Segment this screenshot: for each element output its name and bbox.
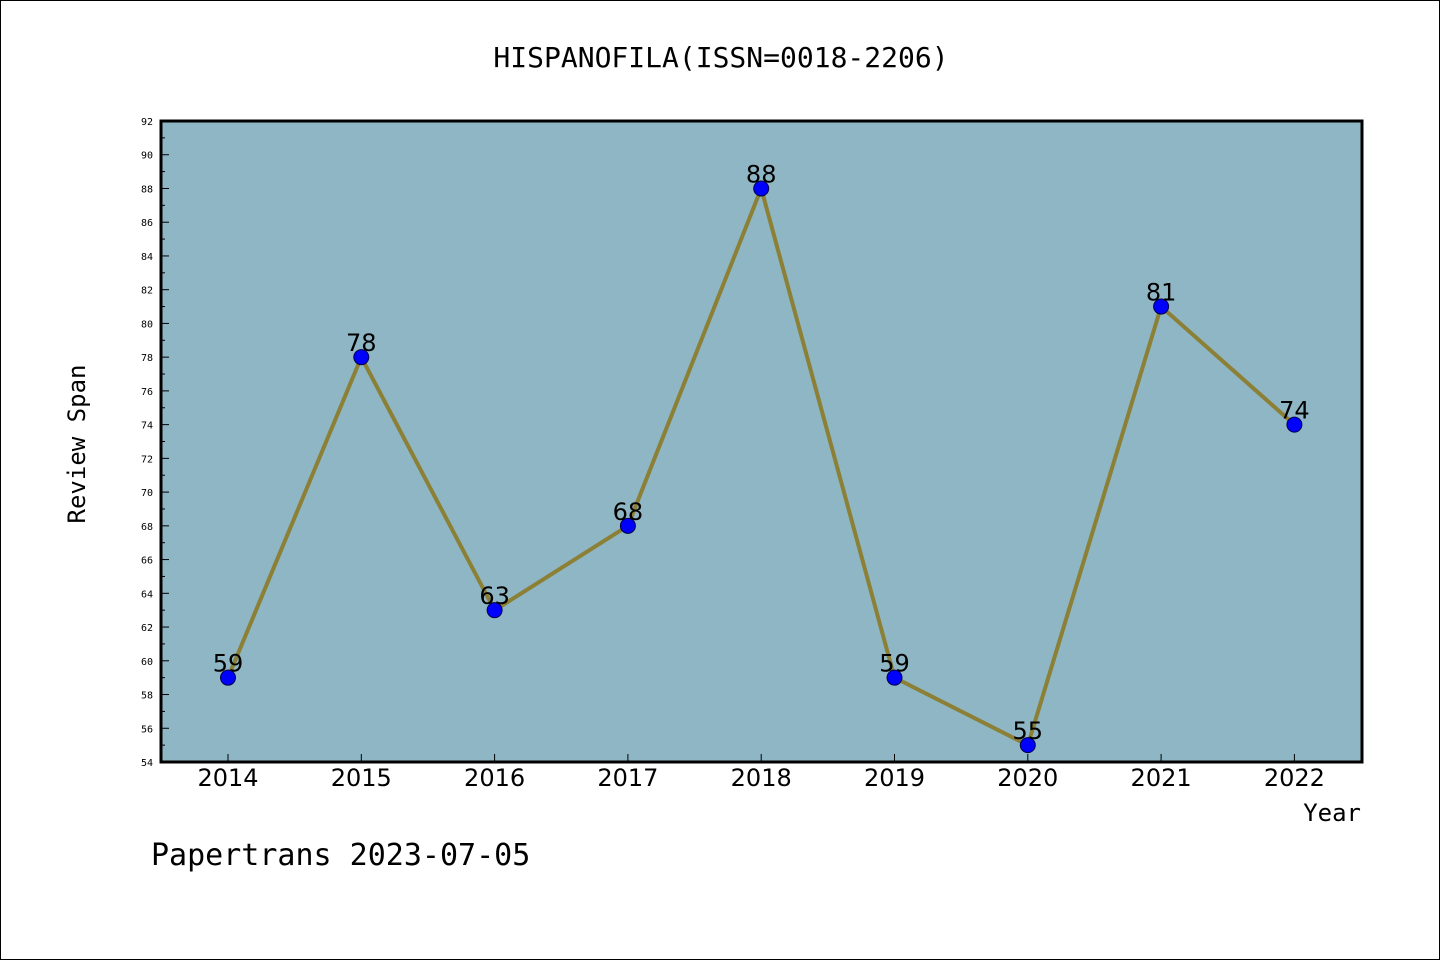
- y-tick-label: 56: [141, 724, 153, 735]
- chart-title: HISPANOFILA(ISSN=0018-2206): [493, 41, 948, 74]
- x-tick-label: 2018: [731, 764, 792, 792]
- y-tick-label: 86: [141, 218, 153, 229]
- x-axis-label: Year: [1303, 799, 1361, 827]
- series-layer: 59 78 63 68 88 59 55 81 74: [213, 160, 1310, 754]
- data-point: [753, 180, 770, 197]
- data-label: 55: [1013, 717, 1044, 745]
- x-tick-label: 2014: [197, 764, 258, 792]
- y-tick-label: 54: [141, 758, 153, 769]
- y-tick-label: 66: [141, 556, 153, 567]
- y-tick-label: 82: [141, 286, 153, 297]
- y-tick-label: 58: [141, 691, 153, 702]
- data-point: [1153, 298, 1170, 315]
- data-label: 59: [213, 650, 244, 678]
- data-label: 63: [479, 582, 510, 610]
- data-label: 74: [1279, 397, 1310, 425]
- data-label: 81: [1146, 279, 1177, 307]
- x-axis: 2014 2015 2016 2017 2018 2019 2020 2021 2022: [197, 754, 1325, 792]
- data-point: [220, 669, 236, 686]
- y-tick-label: 92: [141, 117, 153, 128]
- data-label: 88: [746, 160, 777, 188]
- data-point: [486, 602, 503, 619]
- y-tick-label: 88: [141, 184, 153, 195]
- y-tick-label: 68: [141, 522, 153, 533]
- y-tick-label: 78: [141, 353, 153, 364]
- y-tick-label: 62: [141, 623, 153, 634]
- data-point: [1286, 416, 1303, 433]
- x-tick-label: 2020: [997, 764, 1058, 792]
- y-tick-label: 74: [141, 421, 153, 432]
- y-tick-label: 80: [141, 319, 153, 330]
- x-tick-label: 2019: [864, 764, 925, 792]
- y-tick-label: 76: [141, 387, 153, 398]
- x-tick-label: 2016: [464, 764, 525, 792]
- y-tick-label: 90: [141, 151, 153, 162]
- data-label: 68: [613, 498, 644, 526]
- y-axis: 54 56 58 60 62 64 66 68 70 72 74 76 78 80 82 84 86 88 90 92: [141, 117, 169, 769]
- y-tick-label: 72: [141, 454, 153, 465]
- plot-area: [161, 121, 1362, 762]
- x-tick-label: 2021: [1131, 764, 1192, 792]
- data-point: [353, 349, 370, 366]
- data-label: 78: [346, 329, 377, 357]
- data-point: [1019, 737, 1036, 754]
- y-axis-label: Review Span: [63, 365, 91, 524]
- plot-border: [159, 119, 1364, 764]
- y-tick-label: 64: [141, 589, 153, 600]
- data-point: [886, 669, 903, 686]
- y-tick-label: 84: [141, 252, 153, 263]
- y-tick-label: 70: [141, 488, 153, 499]
- x-tick-label: 2017: [597, 764, 658, 792]
- x-tick-label: 2022: [1264, 764, 1325, 792]
- x-tick-label: 2015: [331, 764, 392, 792]
- data-label: 59: [879, 650, 910, 678]
- y-tick-label: 60: [141, 657, 153, 668]
- watermark-text: Papertrans 2023-07-05: [151, 838, 530, 873]
- data-point: [619, 517, 636, 534]
